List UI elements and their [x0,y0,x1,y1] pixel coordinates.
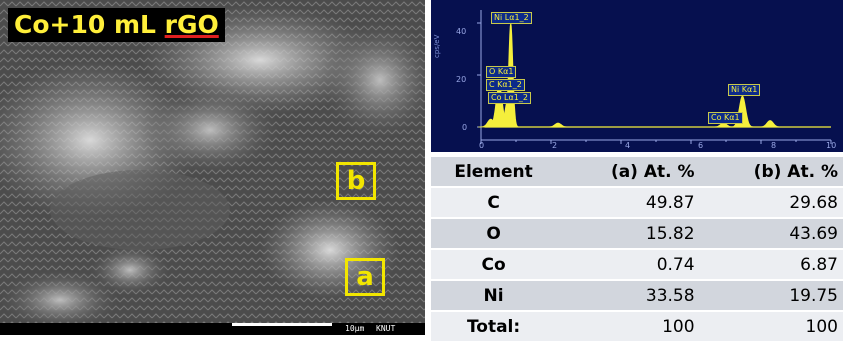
cell-a: 15.82 [556,218,700,250]
cell-b: 100 [699,311,843,343]
cell-b: 19.75 [699,280,843,312]
cell-a: 49.87 [556,187,700,219]
scale-bar [232,323,332,326]
xtick-10: 10 [826,141,837,150]
cell-element: Ni [431,280,557,312]
eds-ylabel: cps/eV [433,34,441,58]
peak-label-co-ka: Co Kα1 [708,112,743,124]
xtick-8: 8 [771,141,777,150]
header-a: (a) At. % [556,157,700,188]
region-box-b: b [336,162,376,200]
eds-spectrum: cps/eV 40 20 0 0 2 4 6 8 10 Ni Lα1_2 O K… [431,0,843,152]
ytick-20: 20 [456,75,467,84]
cell-b: 43.69 [699,218,843,250]
peak-label-ni-ka: Ni Kα1 [728,84,761,96]
spectrum-peak [757,120,783,128]
cell-element: O [431,218,557,250]
cell-a: 33.58 [556,280,700,312]
peak-label-co-la: Co Lα1_2 [488,92,531,104]
xtick-6: 6 [698,141,704,150]
ytick-40: 40 [456,27,467,36]
xtick-2: 2 [552,141,558,150]
sem-title-rgo: rGO [164,10,219,39]
peak-label-ni-la: Ni Lα1_2 [491,12,532,24]
sem-info-bar: 10μm KNUT [0,323,425,335]
cell-element: Total: [431,311,557,343]
xtick-4: 4 [625,141,631,150]
organization-label: KNUT [376,324,396,333]
cell-b: 29.68 [699,187,843,219]
table-row: O 15.82 43.69 [431,218,843,250]
cell-b: 6.87 [699,249,843,281]
ytick-0: 0 [462,123,468,132]
cell-element: Co [431,249,557,281]
region-box-a: a [345,258,385,296]
table-header-row: Element (a) At. % (b) At. % [431,157,843,188]
peak-label-c-ka: C Kα1_2 [486,79,525,91]
header-b: (b) At. % [699,157,843,188]
sem-title-prefix: Co+10 mL [14,10,165,39]
table-row: Total: 100 100 [431,311,843,343]
cell-a: 100 [556,311,700,343]
cell-element: C [431,187,557,219]
peak-label-o-ka: O Kα1 [486,66,517,78]
table-row: Co 0.74 6.87 [431,249,843,281]
table-row: C 49.87 29.68 [431,187,843,219]
cell-a: 0.74 [556,249,700,281]
sem-micrograph: Co+10 mL rGO b a 10μm KNUT [0,0,425,335]
table-row: Ni 33.58 19.75 [431,280,843,312]
sem-title: Co+10 mL rGO [8,8,225,42]
xtick-0: 0 [479,141,485,150]
spectrum-peak [729,95,756,128]
header-element: Element [431,157,557,188]
composition-table: Element (a) At. % (b) At. % C 49.87 29.6… [431,157,843,343]
spectrum-peak [545,122,571,128]
scale-label: 10μm [345,324,365,333]
